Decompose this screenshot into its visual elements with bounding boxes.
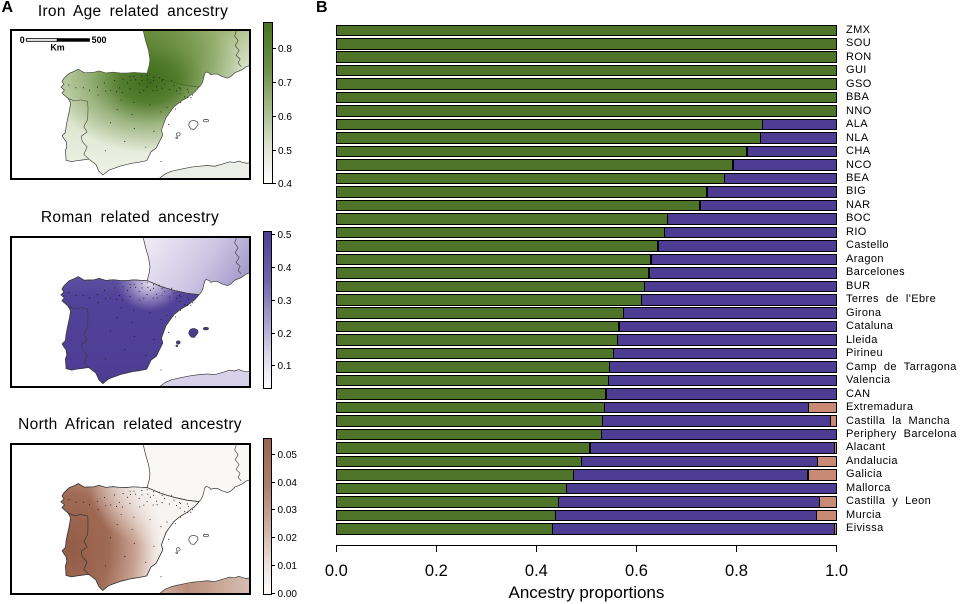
svg-text:Km: Km (51, 42, 65, 52)
svg-text:0: 0 (20, 35, 25, 45)
svg-text:500: 500 (92, 35, 107, 45)
